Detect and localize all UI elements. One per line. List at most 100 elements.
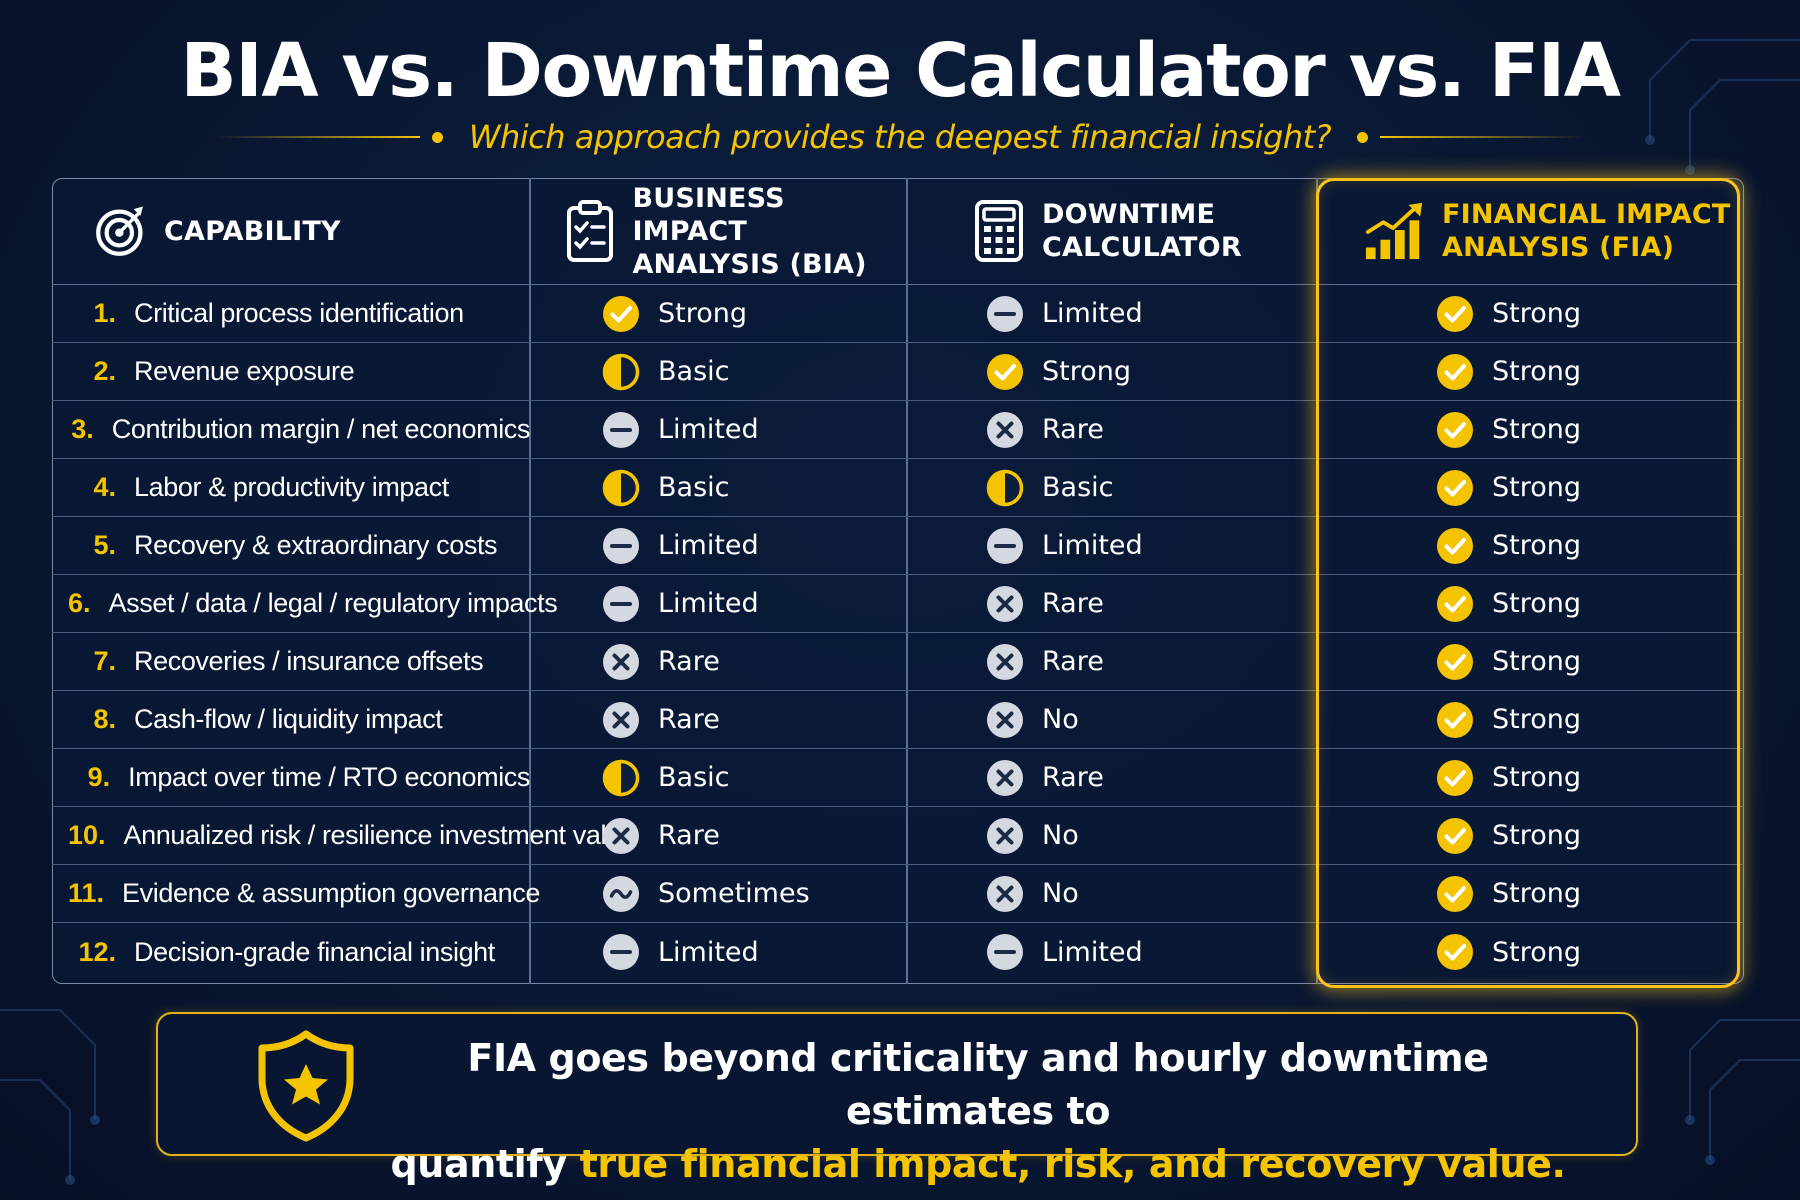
capability-label: Recovery & extraordinary costs — [134, 530, 498, 560]
rating-label: Limited — [1042, 298, 1143, 329]
rating-label: Rare — [658, 704, 720, 735]
rating-downtime: Rare — [986, 633, 1104, 690]
half-circle-icon — [602, 759, 640, 797]
rating-label: Basic — [1042, 472, 1114, 503]
table-row: 3. Contribution margin / net economics Lim… — [52, 401, 1744, 459]
subtitle: Which approach provides the deepest fina… — [468, 118, 1332, 156]
header-bia-label-line2: ANALYSIS (BIA) — [632, 248, 867, 280]
rating-downtime: No — [986, 807, 1079, 864]
rating-label: Strong — [1492, 414, 1582, 445]
summary-line2-highlight: true financial impact, risk, and recover… — [579, 1142, 1566, 1186]
rating-downtime: No — [986, 865, 1079, 922]
minus-circle-icon — [602, 527, 640, 565]
rating-label: Sometimes — [658, 878, 810, 909]
check-circle-icon — [1436, 875, 1474, 913]
rating-label: No — [1042, 878, 1079, 909]
capability-label: Impact over time / RTO economics — [128, 762, 530, 792]
rating-label: Strong — [1492, 530, 1582, 561]
rating-label: Limited — [658, 414, 759, 445]
rating-bia: Strong — [602, 285, 747, 342]
capability-number: 11. — [68, 878, 105, 908]
capability-cell: 8. Cash-flow / liquidity impact — [52, 691, 530, 748]
rating-fia: Strong — [1436, 401, 1581, 458]
rating-bia: Basic — [602, 749, 729, 806]
capability-cell: 9. Impact over time / RTO economics — [52, 749, 531, 806]
subtitle-left-dot — [431, 131, 443, 143]
table-row: 9. Impact over time / RTO economics Basic R… — [52, 749, 1744, 807]
rating-fia: Strong — [1436, 285, 1581, 342]
header-fia: FINANCIAL IMPACT ANALYSIS (FIA) — [1318, 178, 1740, 285]
rating-downtime: Limited — [986, 923, 1143, 981]
rating-fia: Strong — [1436, 865, 1581, 922]
rating-label: Rare — [658, 820, 720, 851]
capability-label: Contribution margin / net economics — [111, 414, 531, 444]
rating-label: Strong — [1492, 878, 1582, 909]
capability-label: Revenue exposure — [134, 356, 355, 386]
capability-cell: 4. Labor & productivity impact — [52, 459, 530, 516]
rating-downtime: Rare — [986, 575, 1104, 632]
growth-chart-icon — [1364, 199, 1426, 263]
capability-label: Critical process identification — [134, 298, 464, 328]
column-divider — [906, 178, 908, 984]
capability-label: Annualized risk / resilience investment … — [123, 820, 636, 850]
capability-label: Asset / data / legal / regulatory impact… — [108, 588, 558, 618]
tilde-circle-icon — [602, 875, 640, 913]
header-fia-label: FINANCIAL IMPACT ANALYSIS (FIA) — [1442, 198, 1731, 264]
capability-label: Labor & productivity impact — [134, 472, 449, 502]
table-row: 8. Cash-flow / liquidity impact Rare No Stro… — [52, 691, 1744, 749]
minus-circle-icon — [986, 295, 1024, 333]
header-bia: BUSINESS IMPACT ANALYSIS (BIA) — [531, 178, 906, 285]
capability-cell: 3. Contribution margin / net economics — [52, 401, 530, 458]
subtitle-right-dot — [1357, 131, 1369, 143]
minus-circle-icon — [986, 933, 1024, 971]
header-downtime-label-line1: DOWNTIME — [1042, 199, 1216, 230]
check-circle-icon — [1436, 469, 1474, 507]
check-circle-icon — [986, 353, 1024, 391]
rating-label: Limited — [658, 936, 759, 968]
half-circle-icon — [986, 469, 1024, 507]
x-circle-icon — [986, 643, 1024, 681]
rating-downtime: Basic — [986, 459, 1113, 516]
rating-downtime: Limited — [986, 517, 1143, 574]
rating-label: No — [1042, 820, 1079, 851]
rating-downtime: Rare — [986, 749, 1104, 806]
summary-text: FIA goes beyond criticality and hourly d… — [388, 1032, 1568, 1191]
rating-fia: Strong — [1436, 691, 1581, 748]
rating-fia: Strong — [1436, 517, 1581, 574]
header-bia-label-line1: BUSINESS IMPACT — [632, 182, 785, 247]
rating-fia: Strong — [1436, 575, 1581, 632]
header-capability: CAPABILITY — [52, 178, 530, 285]
check-circle-icon — [1436, 411, 1474, 449]
subtitle-left-rule — [214, 136, 420, 138]
rating-bia: Basic — [602, 459, 729, 516]
check-circle-icon — [1436, 353, 1474, 391]
capability-cell: 11. Evidence & assumption governance — [52, 865, 540, 922]
capability-number: 4. — [93, 472, 116, 502]
rating-downtime: Strong — [986, 343, 1131, 400]
rating-label: No — [1042, 704, 1079, 735]
rating-label: Strong — [1042, 356, 1132, 387]
check-circle-icon — [602, 295, 640, 333]
table-row: 6. Asset / data / legal / regulatory impa… — [52, 575, 1744, 633]
rating-bia: Limited — [602, 575, 759, 632]
minus-circle-icon — [986, 527, 1024, 565]
rating-fia: Strong — [1436, 633, 1581, 690]
capability-number: 9. — [87, 762, 111, 792]
capability-cell: 10. Annualized risk / resilience investme… — [52, 807, 636, 864]
capability-label: Decision-grade financial insight — [134, 936, 495, 967]
x-circle-icon — [602, 701, 640, 739]
half-circle-icon — [602, 353, 640, 391]
rating-bia: Rare — [602, 807, 720, 864]
check-circle-icon — [1436, 701, 1474, 739]
rating-label: Strong — [1492, 820, 1582, 851]
rating-downtime: Limited — [986, 285, 1143, 342]
rating-fia: Strong — [1436, 749, 1581, 806]
clipboard-checklist-icon — [563, 199, 616, 263]
capability-number: 10. — [68, 820, 106, 850]
subtitle-right-rule — [1380, 136, 1586, 138]
rating-bia: Limited — [602, 401, 759, 458]
rating-label: Strong — [1492, 646, 1582, 677]
summary-banner: FIA goes beyond criticality and hourly d… — [156, 1012, 1638, 1186]
summary-line1: FIA goes beyond criticality and hourly d… — [467, 1036, 1489, 1133]
capability-number: 3. — [71, 414, 94, 444]
